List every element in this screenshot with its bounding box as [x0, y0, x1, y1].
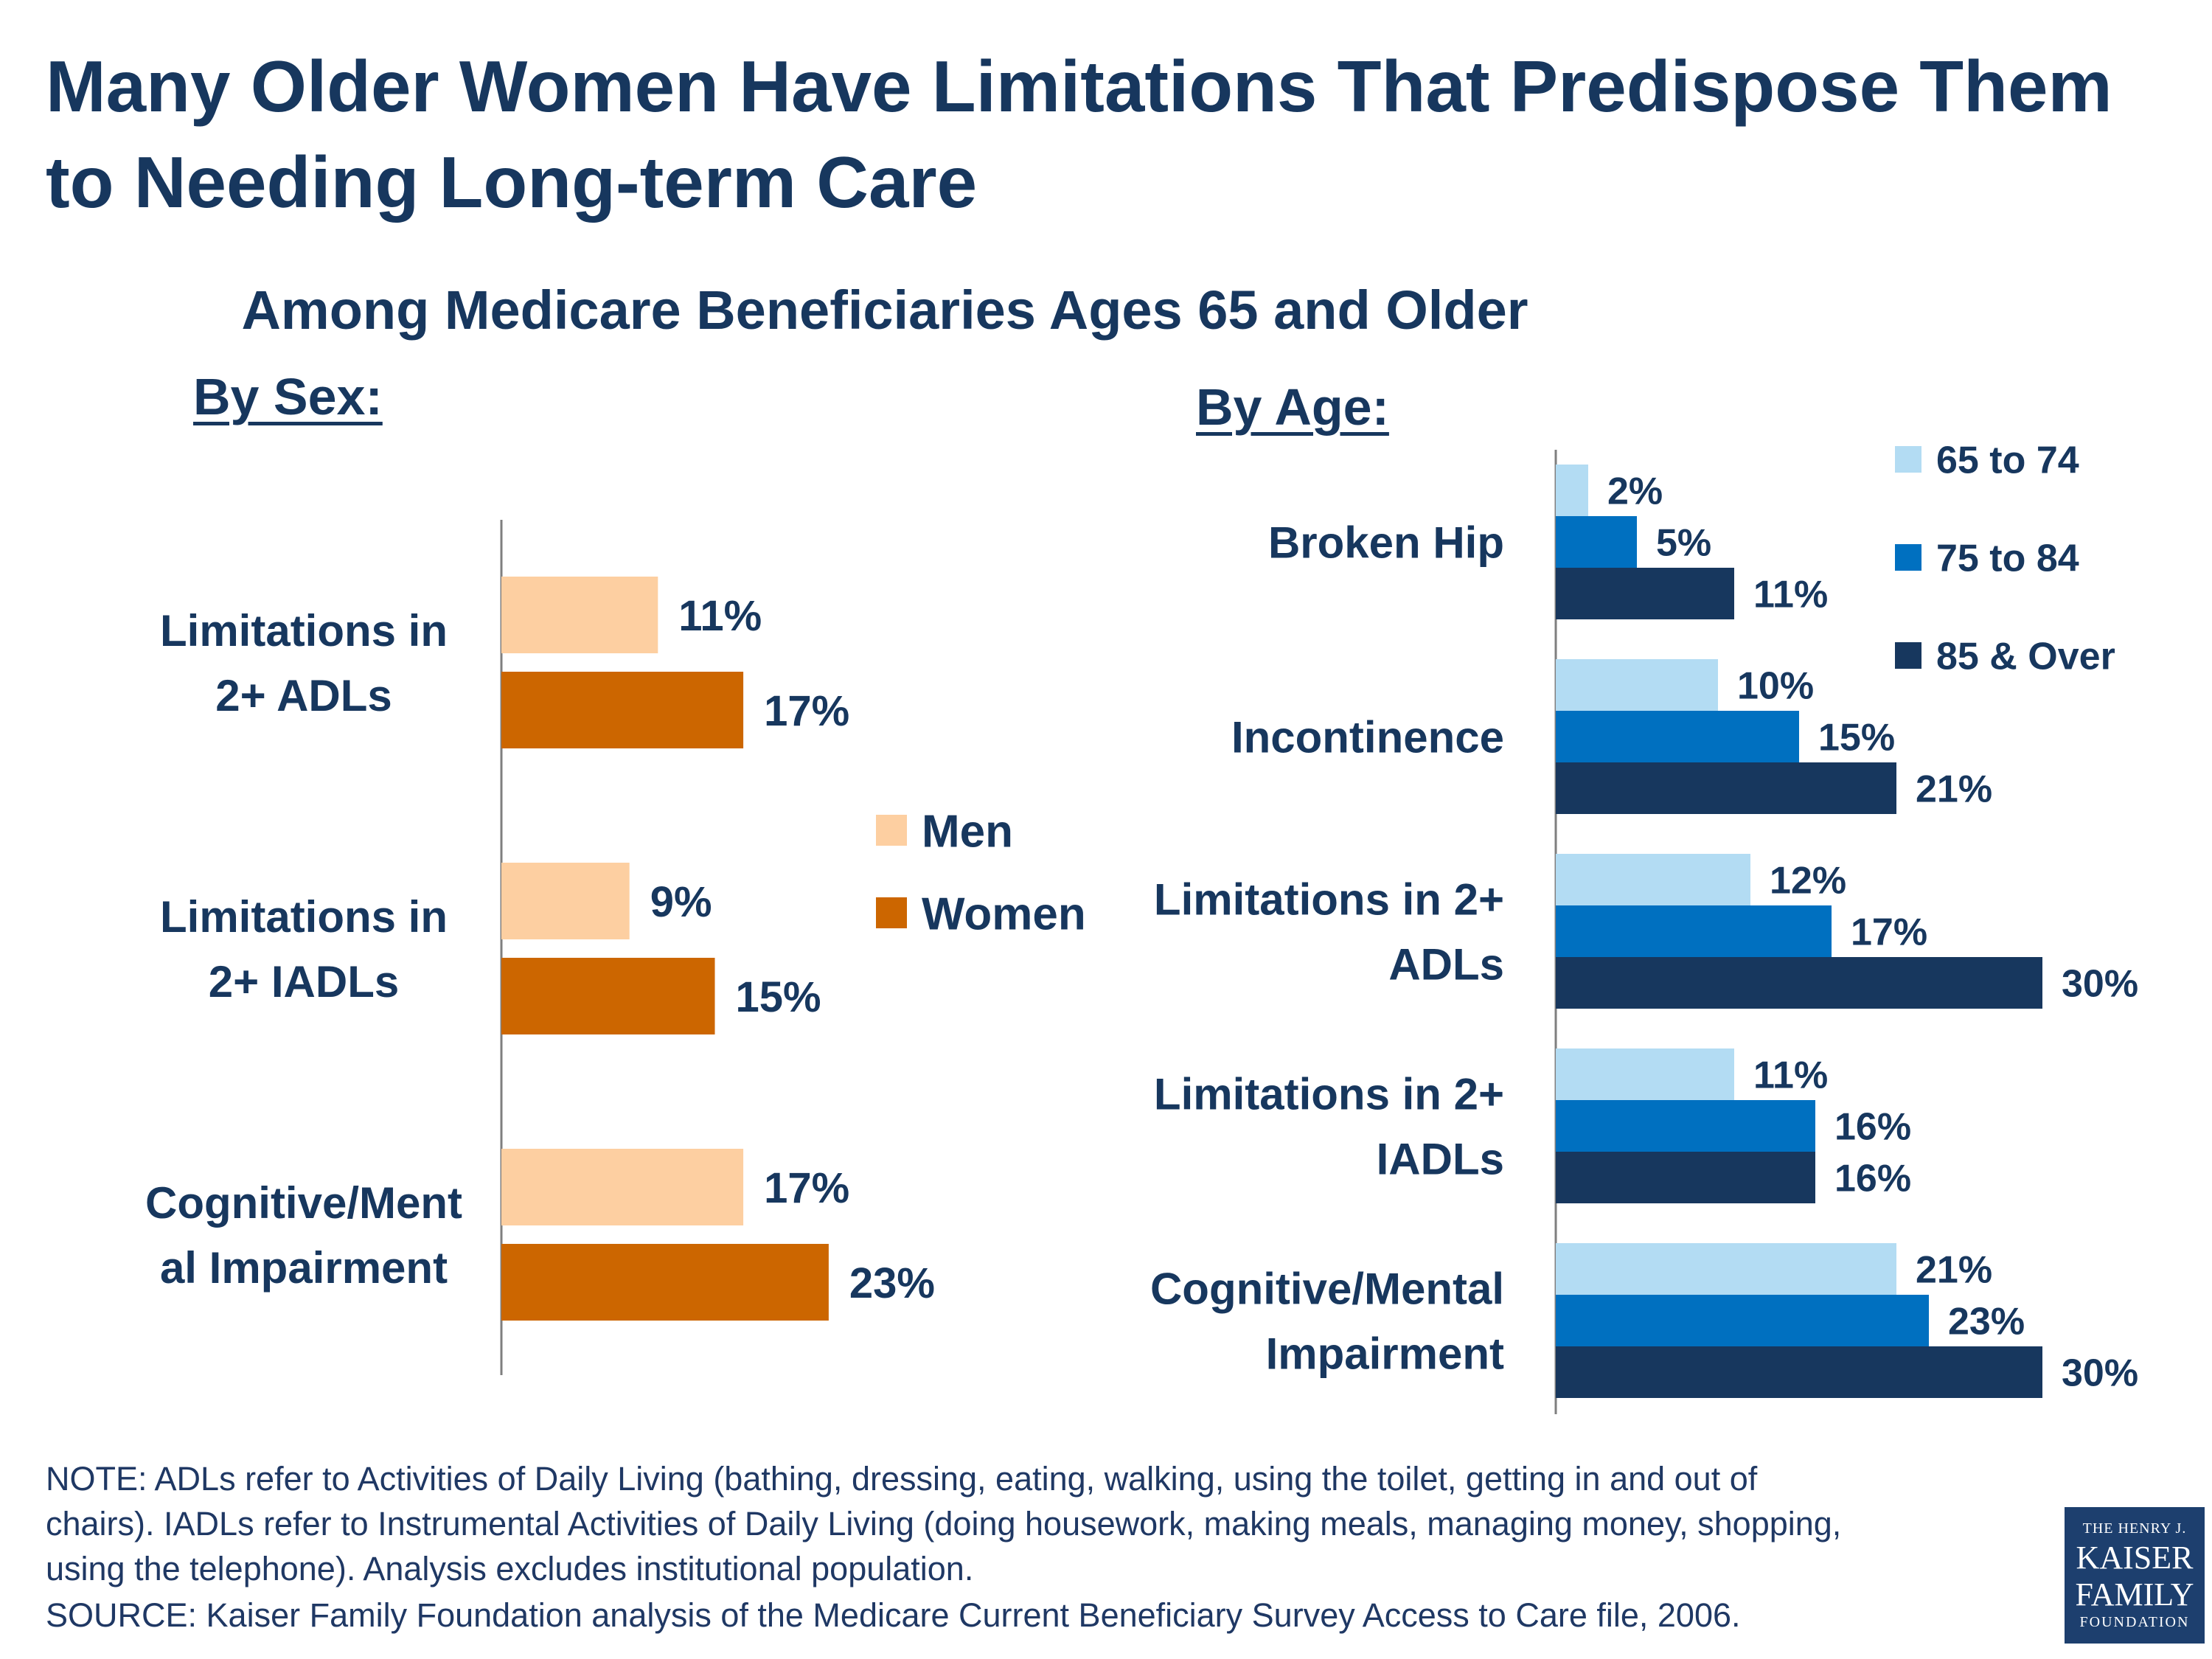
charts-canvas: 11%17%Limitations in2+ ADLs9%15%Limitati… [145, 439, 2138, 1414]
age-category-label: IADLs [1377, 1135, 1504, 1184]
sex-data-label: 11% [678, 592, 762, 640]
note-line: NOTE: ADLs refer to Activities of Daily … [46, 1460, 1758, 1498]
sex-legend-swatch [876, 815, 907, 846]
age-data-label: 21% [1916, 1249, 1992, 1292]
age-bar-75-to-84 [1556, 1100, 1815, 1152]
sex-category-label: Limitations in [160, 606, 448, 655]
sex-legend-swatch [876, 897, 907, 928]
age-category-label: Broken Hip [1268, 518, 1504, 568]
chart-subtitle: Among Medicare Beneficiaries Ages 65 and… [241, 279, 1528, 341]
age-bar-85-over [1556, 957, 2042, 1009]
age-data-label: 16% [1834, 1106, 1911, 1149]
age-category-label: ADLs [1388, 940, 1504, 990]
age-data-label: 11% [1753, 574, 1828, 616]
age-category-label: Cognitive/Mental [1150, 1265, 1504, 1314]
logo-line: THE HENRY J. [2082, 1520, 2187, 1537]
sex-data-label: 23% [849, 1259, 935, 1307]
age-category-label: Impairment [1266, 1329, 1504, 1379]
age-bar-65-to-74 [1556, 1048, 1734, 1100]
age-category-label: Incontinence [1231, 713, 1504, 762]
logo-line: FAMILY [2075, 1576, 2194, 1613]
age-category-label: Limitations in 2+ [1154, 1070, 1504, 1119]
age-legend-swatch [1895, 642, 1921, 669]
age-legend-swatch [1895, 446, 1921, 473]
age-data-label: 16% [1834, 1158, 1911, 1200]
note-line: using the telephone). Analysis excludes … [46, 1550, 974, 1587]
by-sex-heading: By Sex: [193, 368, 383, 425]
sex-bar-women [501, 958, 715, 1034]
age-bar-75-to-84 [1556, 711, 1799, 762]
sex-category-label: Limitations in [160, 892, 448, 942]
age-legend-label: 65 to 74 [1936, 439, 2079, 482]
sex-data-label: 9% [650, 878, 712, 926]
logo-line: KAISER [2076, 1540, 2194, 1576]
footnote: NOTE: ADLs refer to Activities of Daily … [46, 1456, 2037, 1591]
age-legend-label: 75 to 84 [1936, 538, 2079, 580]
age-data-label: 30% [2062, 1352, 2138, 1395]
age-data-label: 11% [1753, 1054, 1828, 1097]
age-legend-label: 85 & Over [1936, 636, 2115, 678]
age-data-label: 30% [2062, 963, 2138, 1006]
note-line: chairs). IADLs refer to Instrumental Act… [46, 1505, 1842, 1543]
sex-category-label: al Impairment [160, 1243, 448, 1293]
sex-category-label: 2+ ADLs [215, 671, 392, 720]
sex-data-label: 17% [764, 687, 849, 735]
age-bar-75-to-84 [1556, 905, 1832, 957]
age-bar-85-over [1556, 1152, 1815, 1203]
sex-bar-men [501, 577, 658, 653]
age-legend-swatch [1895, 544, 1921, 571]
sex-bar-women [501, 1244, 829, 1321]
age-bar-65-to-74 [1556, 854, 1750, 905]
age-bar-75-to-84 [1556, 1295, 1929, 1346]
kaiser-logo: THE HENRY J. KAISER FAMILY FOUNDATION [2065, 1507, 2205, 1644]
age-data-label: 2% [1607, 470, 1663, 513]
age-data-label: 17% [1851, 911, 1927, 954]
sex-bar-women [501, 672, 744, 748]
age-bar-65-to-74 [1556, 1243, 1896, 1295]
by-age-heading: By Age: [1196, 378, 1389, 436]
age-data-label: 21% [1916, 768, 1992, 811]
sex-data-label: 15% [736, 973, 821, 1021]
age-category-label: Limitations in 2+ [1154, 875, 1504, 925]
sex-category-label: 2+ IADLs [209, 957, 399, 1006]
sex-bar-men [501, 863, 630, 939]
page-title: Many Older Women Have Limitations That P… [46, 46, 2112, 223]
age-data-label: 23% [1948, 1301, 2025, 1343]
age-bar-65-to-74 [1556, 465, 1588, 516]
age-bar-75-to-84 [1556, 516, 1637, 568]
age-bar-85-over [1556, 1346, 2042, 1398]
sex-bar-men [501, 1149, 744, 1225]
age-bar-65-to-74 [1556, 659, 1718, 711]
logo-line: FOUNDATION [2079, 1614, 2190, 1630]
source-note: SOURCE: Kaiser Family Foundation analysi… [46, 1596, 1741, 1634]
age-bar-85-over [1556, 762, 1896, 814]
age-data-label: 15% [1818, 717, 1895, 759]
age-data-label: 10% [1737, 665, 1814, 708]
sex-category-label: Cognitive/Ment [145, 1178, 462, 1228]
sex-legend-label: Women [922, 888, 1086, 939]
sex-data-label: 17% [764, 1164, 849, 1212]
age-data-label: 5% [1656, 522, 1711, 565]
age-data-label: 12% [1770, 860, 1846, 902]
age-bar-85-over [1556, 568, 1734, 619]
sex-legend-label: Men [922, 806, 1013, 857]
